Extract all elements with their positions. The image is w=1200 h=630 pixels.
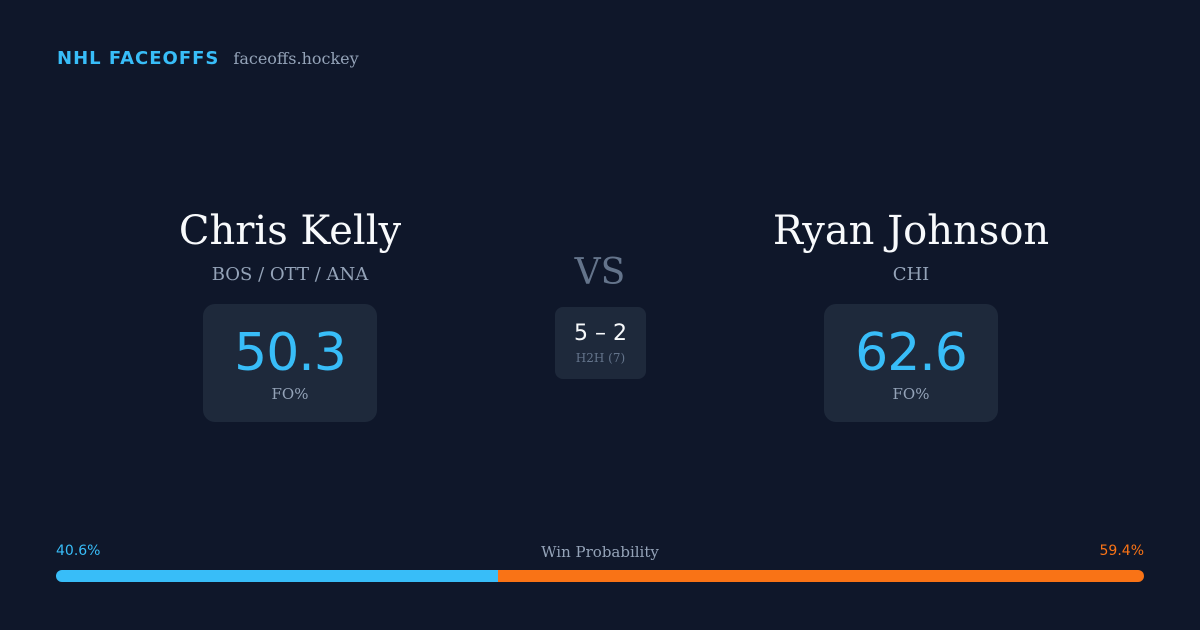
win-probability-labels: 40.6% Win Probability 59.4% [56,543,1144,563]
faceoff-stat-box-left: 50.3 FO% [203,304,377,422]
win-probability-right: 59.4% [1099,543,1144,559]
faceoff-label-right: FO% [892,385,930,403]
faceoff-stat-box-right: 62.6 FO% [824,304,998,422]
player-teams-left: BOS / OTT / ANA [211,264,369,285]
faceoff-percentage-right: 62.6 [855,323,968,383]
win-probability-left: 40.6% [56,543,101,559]
faceoff-percentage-left: 50.3 [234,323,347,383]
player-card-left: Chris Kelly BOS / OTT / ANA 50.3 FO% [30,205,550,422]
brand-header: NHL FACEOFFS faceoffs.hockey [57,48,359,69]
player-teams-right: CHI [892,264,930,285]
player-name-left: Chris Kelly [178,208,402,254]
head-to-head-label: H2H (7) [575,351,626,365]
win-probability-fill-left [56,570,498,582]
brand-url: faceoffs.hockey [233,49,359,68]
versus-label: VS [574,252,626,293]
brand-name: NHL FACEOFFS [57,48,220,69]
player-name-right: Ryan Johnson [772,208,1050,254]
player-card-right: Ryan Johnson CHI 62.6 FO% [651,205,1171,422]
faceoff-label-left: FO% [271,385,309,403]
win-probability-fill-right [497,570,1144,582]
head-to-head-score: 5 – 2 [574,321,627,346]
win-probability-bar [56,570,1144,582]
head-to-head-box: 5 – 2 H2H (7) [555,307,646,379]
win-probability-title: Win Probability [541,543,659,561]
